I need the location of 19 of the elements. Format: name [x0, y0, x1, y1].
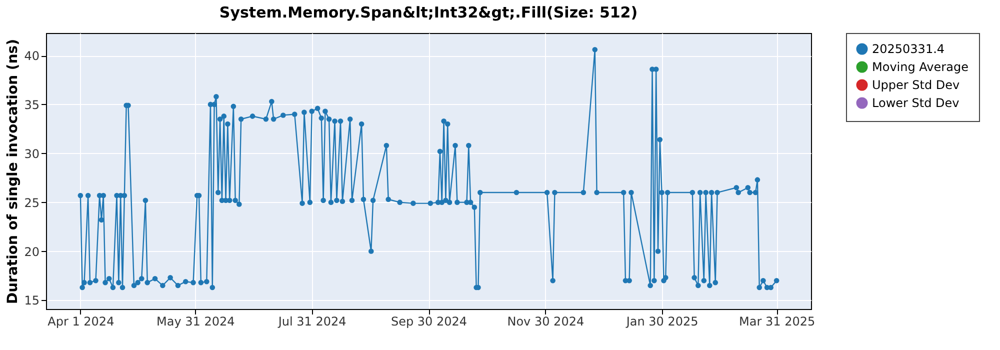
x-tick-label: Nov 30 2024: [507, 314, 584, 328]
y-tick-label: 40: [24, 49, 40, 64]
x-tick-label: Jan 30 2025: [625, 314, 698, 328]
y-tick-label: 25: [24, 196, 40, 210]
legend-label: 20250331.4: [872, 42, 945, 56]
y-tick-label: 35: [24, 98, 40, 112]
x-tick-label: Apr 1 2024: [48, 314, 114, 328]
x-tick-label: Jul 31 2024: [277, 314, 346, 328]
y-axis-title: Duration of single invocation (ns): [5, 38, 22, 304]
legend-label: Moving Average: [872, 60, 968, 74]
legend-label: Lower Std Dev: [872, 96, 960, 110]
x-tick-label: Sep 30 2024: [390, 314, 468, 328]
chart-title: System.Memory.Span&lt;Int32&gt;.Fill(Size: 512): [219, 4, 638, 22]
y-tick-label: 20: [24, 244, 40, 259]
legend-label: Upper Std Dev: [872, 78, 960, 92]
y-tick-label: 15: [24, 294, 40, 308]
x-tick-label: May 31 2024: [156, 314, 235, 328]
x-tick-label: Mar 31 2025: [739, 314, 816, 328]
y-tick-label: 30: [24, 146, 40, 161]
